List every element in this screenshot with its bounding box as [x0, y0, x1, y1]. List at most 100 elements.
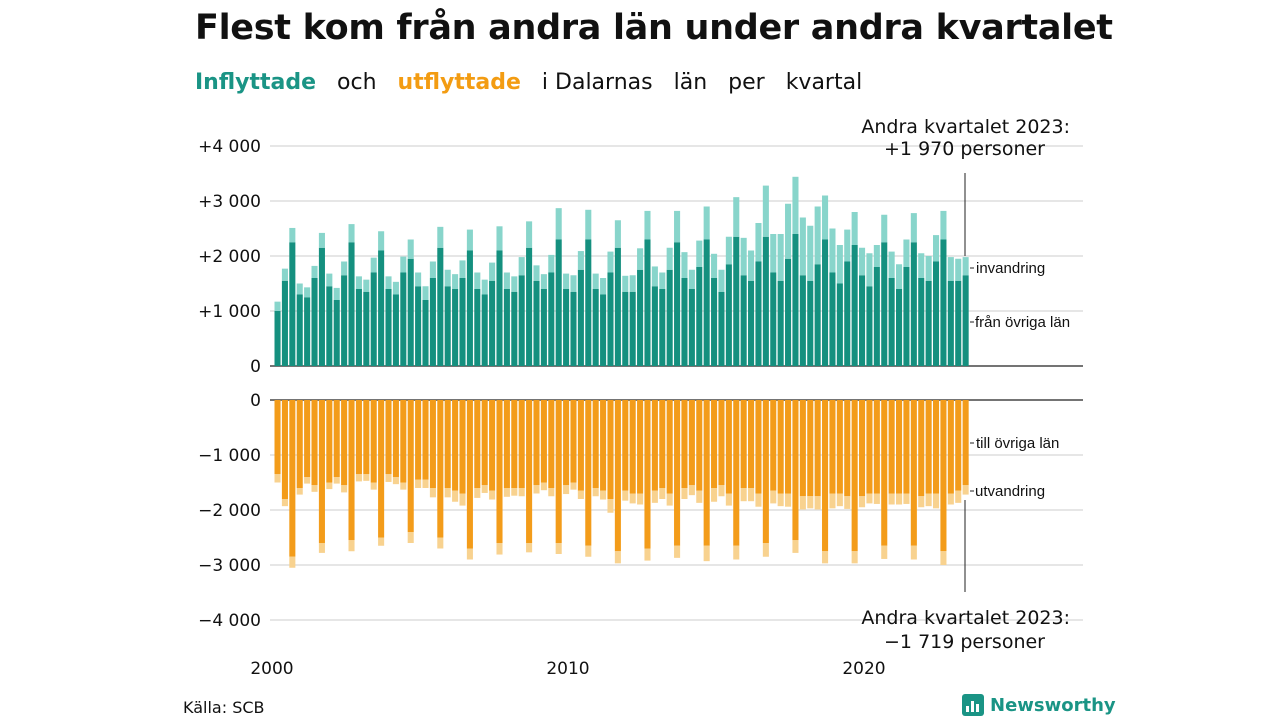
bar-utvandring [962, 485, 969, 495]
bar-till-ovriga-lan [348, 400, 355, 541]
bar-fran-ovriga-lan [622, 291, 629, 366]
bar-utvandring [289, 556, 296, 568]
bar-invandring [592, 273, 599, 289]
bar-utvandring [474, 488, 481, 498]
bar-utvandring [629, 493, 636, 504]
bar-invandring [785, 203, 792, 259]
bar-fran-ovriga-lan [688, 289, 695, 366]
bar-till-ovriga-lan [304, 400, 311, 477]
bar-invandring [385, 276, 392, 289]
bar-utvandring [851, 551, 858, 564]
bar-utvandring [748, 488, 755, 502]
bar-till-ovriga-lan [607, 400, 614, 499]
bar-utvandring [555, 543, 562, 554]
bar-fran-ovriga-lan [511, 291, 518, 366]
bar-utvandring [577, 490, 584, 499]
bar-utvandring [526, 543, 533, 553]
bar-till-ovriga-lan [540, 400, 547, 483]
bar-fran-ovriga-lan [925, 280, 932, 366]
bar-invandring [933, 235, 940, 262]
bar-till-ovriga-lan [859, 400, 866, 497]
label-invandring: invandring [976, 260, 1045, 277]
bar-fran-ovriga-lan [896, 289, 903, 366]
bar-till-ovriga-lan [822, 400, 829, 552]
bar-invandring [459, 260, 466, 278]
bar-invandring [651, 266, 658, 287]
bar-invandring [296, 283, 303, 295]
bar-till-ovriga-lan [415, 400, 422, 480]
bar-utvandring [533, 485, 540, 494]
bar-utvandring [740, 488, 747, 502]
bar-fran-ovriga-lan [807, 280, 814, 366]
bar-utvandring [873, 493, 880, 504]
bar-fran-ovriga-lan [681, 278, 688, 366]
bar-invandring [474, 272, 481, 289]
bar-fran-ovriga-lan [570, 291, 577, 366]
bar-invandring [333, 287, 340, 300]
bar-utvandring [925, 493, 932, 507]
bar-till-ovriga-lan [903, 400, 910, 494]
bar-invandring [940, 210, 947, 240]
bar-utvandring [770, 490, 777, 504]
bar-till-ovriga-lan [474, 400, 481, 488]
bar-fran-ovriga-lan [933, 261, 940, 366]
bar-utvandring [370, 482, 377, 490]
bar-till-ovriga-lan [481, 400, 488, 486]
annotation-top-line2: +1 970 personer [884, 138, 1045, 160]
bar-invandring [844, 229, 851, 262]
bar-invandring [341, 261, 348, 276]
bar-fran-ovriga-lan [526, 247, 533, 366]
bar-invandring [733, 197, 740, 237]
bar-invandring [326, 273, 333, 287]
bar-till-ovriga-lan [600, 400, 607, 491]
bar-invandring [452, 274, 459, 289]
bar-invandring [792, 176, 799, 234]
bar-till-ovriga-lan [496, 400, 503, 543]
bar-fran-ovriga-lan [785, 258, 792, 366]
bar-utvandring [903, 493, 910, 504]
bar-utvandring [548, 488, 555, 497]
bar-invandring [548, 254, 555, 273]
bar-fran-ovriga-lan [518, 275, 525, 366]
bar-fran-ovriga-lan [755, 261, 762, 366]
bar-fran-ovriga-lan [444, 286, 451, 366]
bar-utvandring [392, 477, 399, 485]
bar-till-ovriga-lan [592, 400, 599, 488]
bar-invandring [289, 227, 296, 243]
bar-fran-ovriga-lan [452, 289, 459, 366]
bar-invandring [659, 272, 666, 289]
bar-utvandring [415, 479, 422, 488]
bar-invandring [518, 257, 525, 276]
newsworthy-logo[interactable]: Newsworthy [962, 694, 1116, 716]
bar-till-ovriga-lan [925, 400, 932, 494]
bar-utvandring [296, 488, 303, 495]
bar-till-ovriga-lan [933, 400, 940, 494]
bar-fran-ovriga-lan [844, 261, 851, 366]
bar-utvandring [407, 532, 414, 543]
annotation-bottom-line2: −1 719 personer [884, 631, 1045, 653]
bar-utvandring [785, 493, 792, 507]
bar-utvandring [378, 537, 385, 546]
bar-till-ovriga-lan [851, 400, 858, 552]
bar-utvandring [688, 485, 695, 496]
subtitle-per: per [728, 70, 765, 95]
bar-till-ovriga-lan [563, 400, 570, 486]
bar-utvandring [637, 493, 644, 505]
y-tick-label-top: +1 000 [198, 302, 261, 322]
bar-utvandring [703, 545, 710, 562]
bar-till-ovriga-lan [614, 400, 621, 552]
bar-till-ovriga-lan [718, 400, 725, 486]
bar-till-ovriga-lan [570, 400, 577, 483]
bar-fran-ovriga-lan [459, 278, 466, 366]
bar-utvandring [866, 493, 873, 504]
bar-invandring [511, 276, 518, 292]
bar-fran-ovriga-lan [814, 264, 821, 366]
bar-fran-ovriga-lan [378, 250, 385, 366]
bar-utvandring [881, 545, 888, 559]
bar-invandring [281, 268, 288, 281]
bar-invandring [859, 247, 866, 276]
bar-till-ovriga-lan [844, 400, 851, 497]
bar-invandring [822, 195, 829, 240]
bar-utvandring [444, 488, 451, 498]
bar-utvandring [718, 485, 725, 497]
